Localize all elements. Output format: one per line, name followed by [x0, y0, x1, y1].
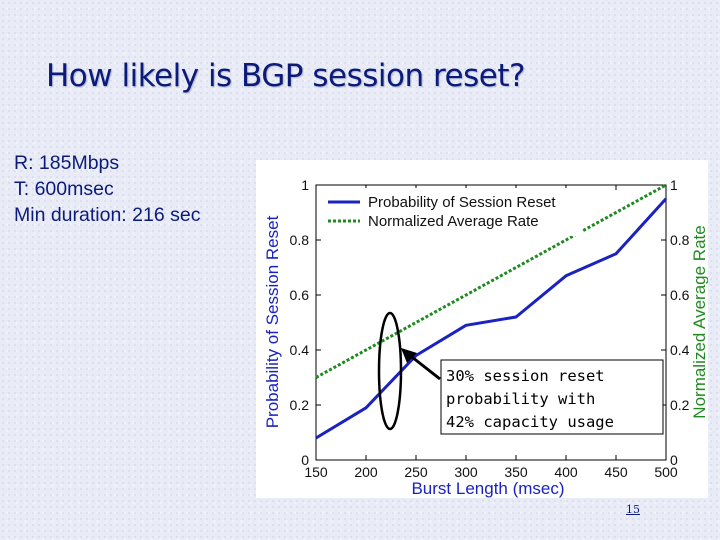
x-tick-label: 200 — [354, 464, 378, 480]
param-min-duration: Min duration: 216 sec — [14, 204, 201, 226]
annotation-callout: 30% session reset probability with 42% c… — [440, 359, 664, 435]
y2-tick-label: 0.8 — [670, 232, 690, 248]
y-tick-label: 0.2 — [290, 397, 310, 413]
page-number: 15 — [626, 503, 640, 516]
y2-tick-label: 1 — [670, 177, 678, 193]
plot-frame — [315, 184, 667, 461]
x-tick-label: 450 — [604, 464, 628, 480]
y-tick-label: 0.8 — [290, 232, 310, 248]
parameter-list: R: 185Mbps T: 600msec Min duration: 216 … — [14, 150, 200, 228]
x-tick-label: 350 — [504, 464, 528, 480]
series-line-normalized-rate — [315, 183, 667, 379]
param-rate: R: 185Mbps — [14, 152, 120, 174]
annotation-line-3: 42% capacity usage — [446, 413, 614, 431]
x-tick-label: 250 — [404, 464, 428, 480]
x-tick-label: 400 — [554, 464, 578, 480]
y2-tick-label: 0.6 — [670, 287, 690, 303]
session-reset-chart: 150 200 250 300 350 400 450 500 00.20.40.60.81 … — [256, 160, 708, 498]
x-tick-label: 500 — [654, 464, 678, 480]
y2-axis-label: Normalized Average Rate — [690, 225, 708, 418]
y-axis-ticks: 0 0.2 0.4 0.6 0.8 1 — [290, 177, 321, 468]
annotation-line-1: 30% session reset — [446, 367, 605, 385]
annotation-box — [440, 359, 664, 435]
x-tick-label: 150 — [304, 464, 328, 480]
y2-tick-label: 0 — [670, 452, 678, 468]
annotation-line-2: probability with — [446, 390, 595, 408]
legend: Probability of Session Reset Normalized … — [320, 188, 582, 236]
y-tick-label: 0.4 — [290, 342, 310, 358]
x-tick-label: 300 — [454, 464, 478, 480]
y-tick-label: 1 — [301, 177, 309, 193]
y-tick-label: 0.6 — [290, 287, 310, 303]
legend-label-reset: Probability of Session Reset — [368, 194, 556, 211]
y2-tick-label: 0.2 — [670, 397, 690, 413]
annotation-arrowhead — [401, 348, 417, 363]
highlight-ellipse — [377, 311, 403, 431]
x-axis-label: Burst Length (msec) — [411, 479, 564, 498]
y2-axis-ticks: 0 0.2 0.4 0.6 0.8 1 — [661, 177, 690, 468]
legend-box — [320, 188, 582, 236]
y-axis-label: Probability of Session Reset — [263, 215, 282, 428]
series-line-session-reset — [315, 197, 668, 440]
y-tick-label: 0 — [301, 452, 309, 468]
y2-tick-label: 0.4 — [670, 342, 690, 358]
slide-title: How likely is BGP session reset? — [46, 58, 525, 94]
param-timer: T: 600msec — [14, 178, 114, 200]
legend-label-rate: Normalized Average Rate — [368, 213, 539, 230]
x-axis-ticks: 150 200 250 300 350 400 450 500 — [304, 185, 678, 480]
series-layer — [315, 183, 668, 440]
